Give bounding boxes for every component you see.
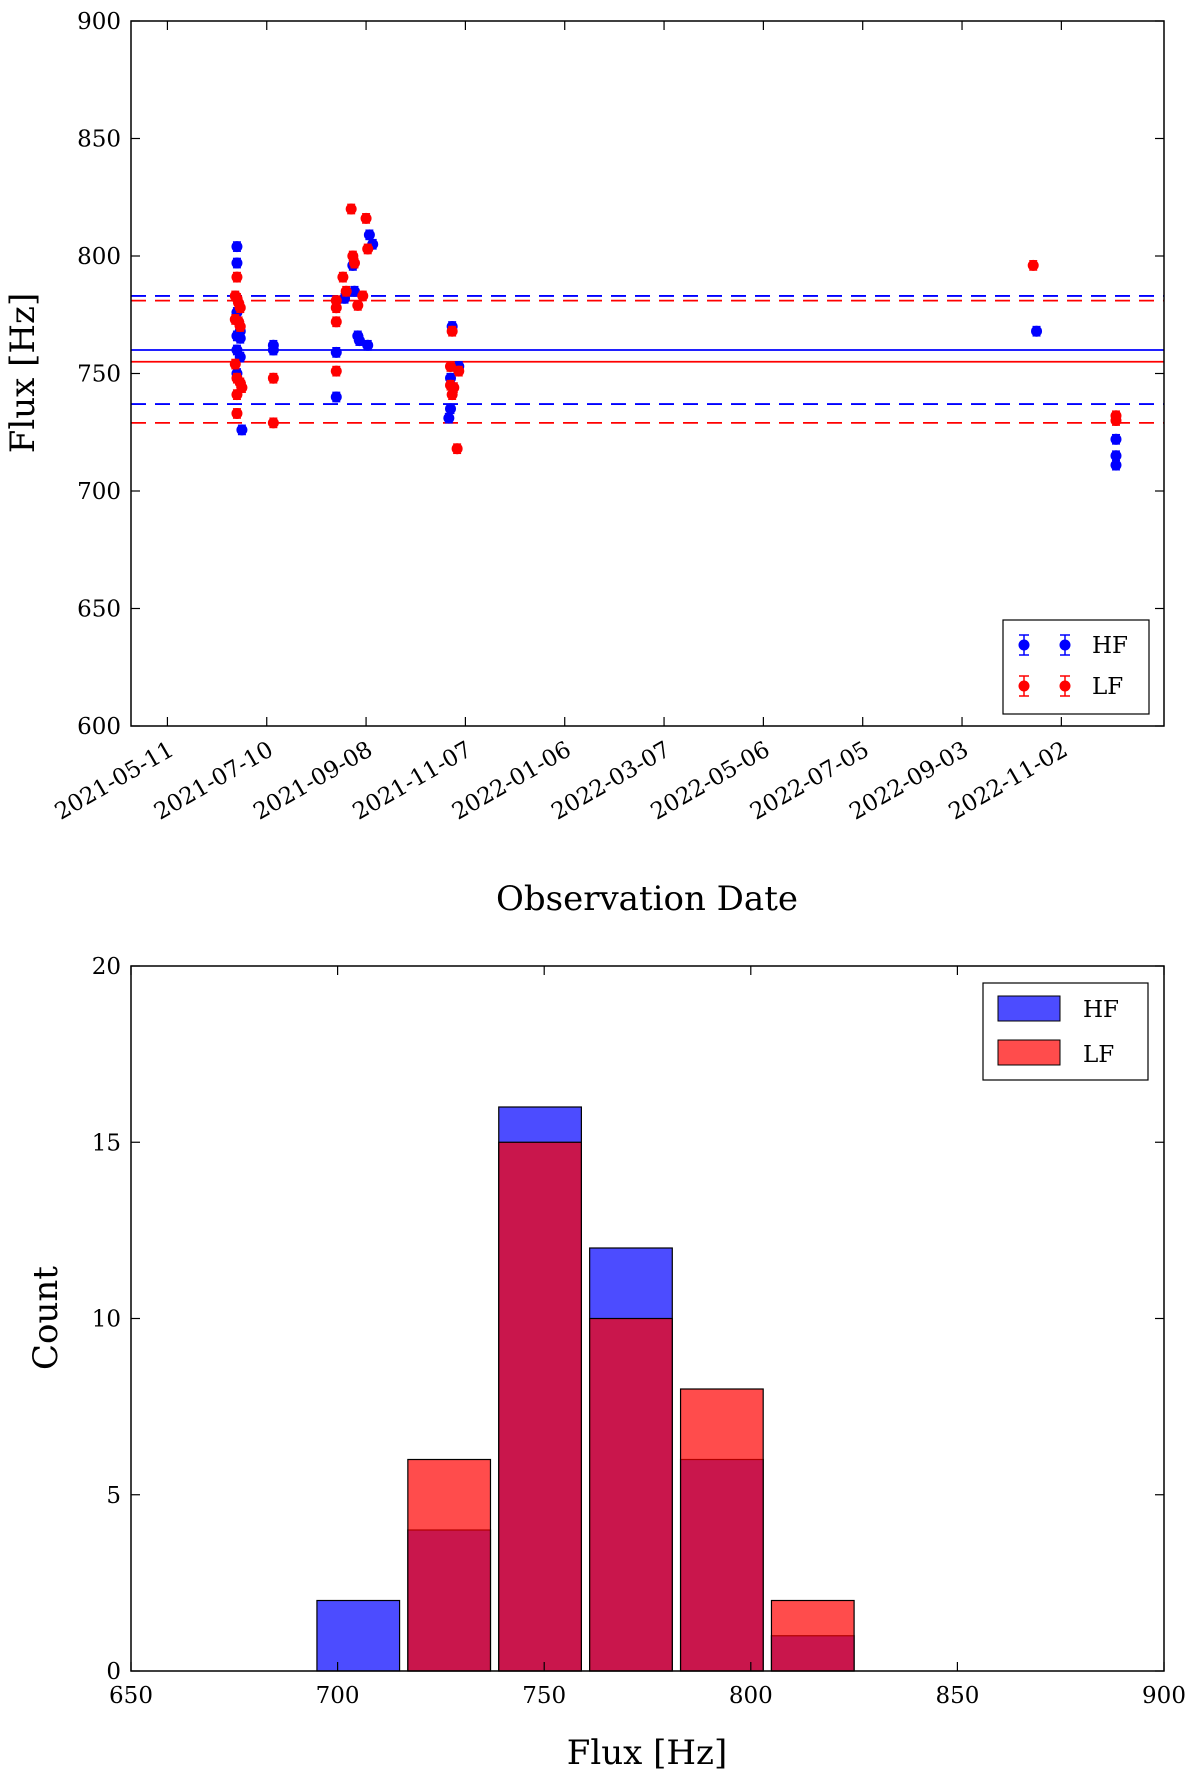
data-point-hf	[231, 241, 243, 253]
data-point-lf	[360, 212, 372, 224]
histogram-bars	[316, 1106, 855, 1672]
y-axis-ticks: 0 5 10 15 20	[92, 954, 1164, 1685]
data-point-hf	[362, 339, 374, 351]
data-point-lf	[234, 321, 246, 332]
data-point-hf	[443, 412, 455, 424]
flux-histogram-plot: 0 5 10 15 20 650 700 750 800 850 900 Flux [Hz] Co…	[26, 954, 1186, 1773]
data-point-lf	[1027, 259, 1039, 271]
data-point-hf	[236, 424, 248, 436]
mean-and-band-lines	[131, 295, 1164, 424]
y-tick-label: 5	[106, 1483, 121, 1509]
data-point-lf	[231, 271, 243, 283]
y-tick-label: 10	[92, 1307, 121, 1333]
y-tick-label: 700	[77, 479, 121, 505]
data-point-lf	[1110, 415, 1122, 426]
histogram-bar-lf	[589, 1317, 673, 1672]
y-tick-label: 20	[92, 954, 121, 980]
data-point-hf	[231, 257, 243, 269]
y-tick-label: 600	[77, 714, 121, 740]
data-point-hf	[267, 344, 279, 356]
data-point-lf	[451, 443, 463, 455]
histogram-legend: HF LF	[982, 982, 1149, 1081]
legend-label-hf: HF	[1083, 997, 1119, 1023]
data-point-lf	[330, 316, 342, 328]
y-tick-label: 15	[92, 1130, 121, 1156]
x-tick-label: 700	[316, 1683, 360, 1709]
data-point-lf	[330, 302, 342, 314]
data-point-hf	[1110, 433, 1122, 445]
y-axis-ticks: 600 650 700 750 800 850 900	[77, 9, 1164, 740]
legend-marker-lf	[1018, 675, 1071, 697]
data-point-lf	[229, 358, 241, 370]
histogram-bar-lf	[679, 1388, 764, 1672]
data-point-hf	[1110, 450, 1122, 462]
legend-swatch-lf	[997, 1039, 1061, 1066]
y-tick-label: 850	[77, 127, 121, 153]
data-point-lf	[448, 382, 460, 394]
histogram-bar-lf	[407, 1458, 492, 1672]
data-point-lf	[234, 302, 246, 314]
data-point-lf	[348, 257, 360, 269]
legend-swatch-hf	[997, 995, 1061, 1022]
data-point-lf	[267, 372, 279, 384]
data-point-lf	[345, 203, 357, 215]
legend-marker-hf	[1018, 634, 1071, 656]
data-point-lf	[267, 417, 279, 429]
legend-label-hf: HF	[1092, 633, 1128, 659]
timeseries-axes-frame	[131, 21, 1164, 726]
timeseries-x-axis-label: Observation Date	[496, 879, 798, 919]
data-points	[229, 203, 1122, 471]
histogram-bar-lf	[498, 1141, 582, 1672]
data-point-lf	[231, 407, 243, 419]
data-point-lf	[357, 290, 369, 302]
y-tick-label: 650	[77, 597, 121, 623]
timeseries-y-axis-label: Flux [Hz]	[3, 293, 43, 453]
y-tick-label: 900	[77, 9, 121, 35]
histogram-y-axis-label: Count	[26, 1266, 66, 1370]
x-tick-label: 750	[522, 1683, 566, 1709]
data-point-lf	[337, 271, 349, 283]
data-point-lf	[352, 299, 364, 311]
data-point-lf	[236, 382, 248, 394]
histogram-bar-lf	[770, 1599, 855, 1672]
x-tick-label: 900	[1142, 1683, 1186, 1709]
legend-label-lf: LF	[1083, 1042, 1114, 1068]
legend-label-lf: LF	[1092, 674, 1123, 700]
x-axis-ticks: 650 700 750 800 850 900	[109, 966, 1186, 1709]
data-point-lf	[445, 360, 457, 372]
data-point-hf	[445, 403, 457, 415]
data-point-lf	[446, 325, 458, 337]
data-point-hf	[363, 229, 375, 241]
data-point-hf	[348, 285, 360, 297]
data-point-lf	[453, 365, 465, 377]
x-tick-label: 650	[109, 1683, 153, 1709]
x-tick-label: 850	[935, 1683, 979, 1709]
x-tick-label: 800	[729, 1683, 773, 1709]
data-point-hf	[1110, 459, 1122, 471]
data-point-lf	[340, 285, 352, 297]
data-point-lf	[330, 365, 342, 377]
data-point-hf	[330, 346, 342, 358]
data-point-hf	[353, 335, 365, 347]
data-point-hf	[330, 391, 342, 403]
timeseries-legend: HF LF	[1002, 619, 1150, 715]
data-point-lf	[362, 243, 374, 255]
y-tick-label: 0	[106, 1659, 121, 1685]
y-tick-label: 800	[77, 244, 121, 270]
histogram-x-axis-label: Flux [Hz]	[567, 1733, 727, 1773]
data-point-hf	[1031, 325, 1043, 337]
data-point-hf	[234, 332, 246, 344]
y-tick-label: 750	[77, 362, 121, 388]
histogram-bar-hf	[316, 1599, 401, 1672]
